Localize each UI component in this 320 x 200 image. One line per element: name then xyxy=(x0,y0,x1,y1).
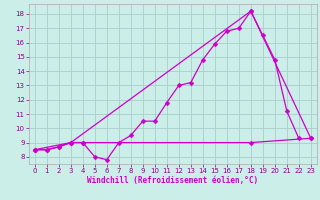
X-axis label: Windchill (Refroidissement éolien,°C): Windchill (Refroidissement éolien,°C) xyxy=(87,176,258,185)
